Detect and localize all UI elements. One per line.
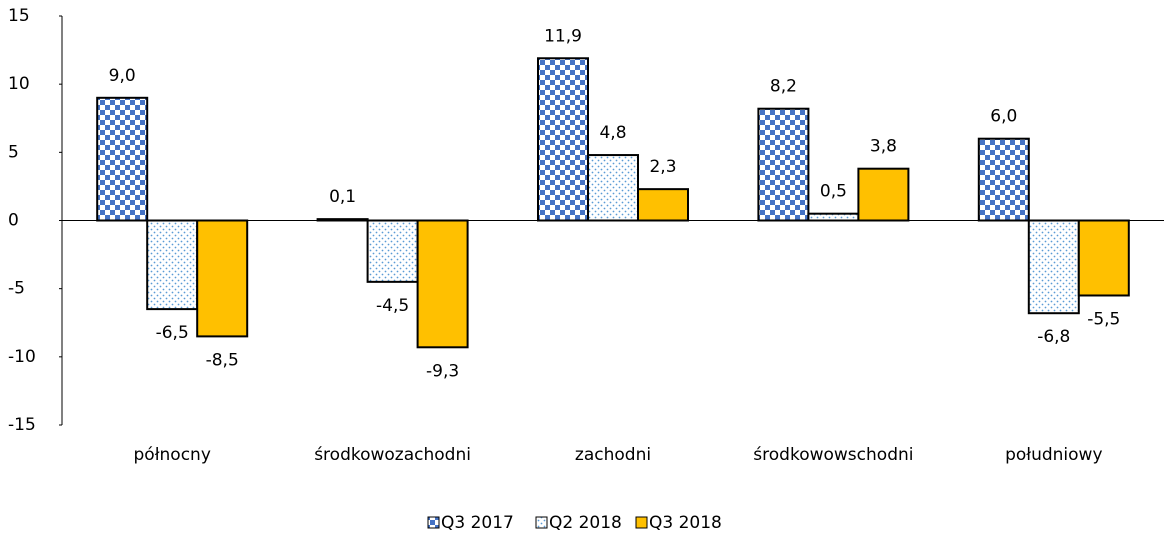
data-label: -9,3 xyxy=(426,361,459,381)
legend-swatch xyxy=(635,516,648,529)
legend-label: Q3 2017 xyxy=(441,513,514,533)
x-tick-label: środkowowschodni xyxy=(753,445,913,465)
x-tick-label: północny xyxy=(134,445,211,465)
y-tick-label: -5 xyxy=(8,279,25,299)
bar xyxy=(416,219,469,349)
bar xyxy=(537,57,589,222)
x-tick-label: środkowozachodni xyxy=(314,445,471,465)
bar xyxy=(757,107,810,222)
x-tick-label: zachodni xyxy=(575,445,651,465)
data-label: 6,0 xyxy=(990,107,1017,127)
bar xyxy=(977,137,1030,222)
data-label: 3,8 xyxy=(870,137,897,157)
data-label: -8,5 xyxy=(206,350,239,370)
bar xyxy=(96,96,149,222)
bar xyxy=(1077,219,1130,297)
bar xyxy=(587,154,639,222)
legend-swatch xyxy=(427,516,440,529)
y-tick-label: -10 xyxy=(8,347,36,367)
data-label: 11,9 xyxy=(544,26,582,46)
bar xyxy=(637,188,689,222)
bar xyxy=(146,219,199,311)
y-tick-label: 10 xyxy=(8,74,30,94)
legend-label: Q2 2018 xyxy=(549,513,622,533)
data-label: -6,8 xyxy=(1037,327,1070,347)
legend-label: Q3 2018 xyxy=(649,513,722,533)
bar xyxy=(807,212,860,222)
y-tick-label: 5 xyxy=(8,142,19,162)
bar xyxy=(1027,219,1080,315)
data-label: -5,5 xyxy=(1087,309,1120,329)
legend-swatch xyxy=(535,516,548,529)
data-label: 0,5 xyxy=(820,182,847,202)
bar xyxy=(366,219,419,283)
y-tick-label: -15 xyxy=(8,415,36,435)
data-label: -6,5 xyxy=(156,323,189,343)
y-tick-label: 15 xyxy=(8,6,30,26)
data-label: 2,3 xyxy=(649,157,676,177)
y-tick-label: 0 xyxy=(8,211,19,231)
bar xyxy=(196,219,249,338)
data-label: 8,2 xyxy=(770,77,797,97)
bar xyxy=(857,167,910,222)
data-label: 9,0 xyxy=(109,66,136,86)
x-tick-label: południowy xyxy=(1005,445,1102,465)
data-label: 4,8 xyxy=(599,123,626,143)
data-label: -4,5 xyxy=(376,296,409,316)
data-label: 0,1 xyxy=(329,187,356,207)
